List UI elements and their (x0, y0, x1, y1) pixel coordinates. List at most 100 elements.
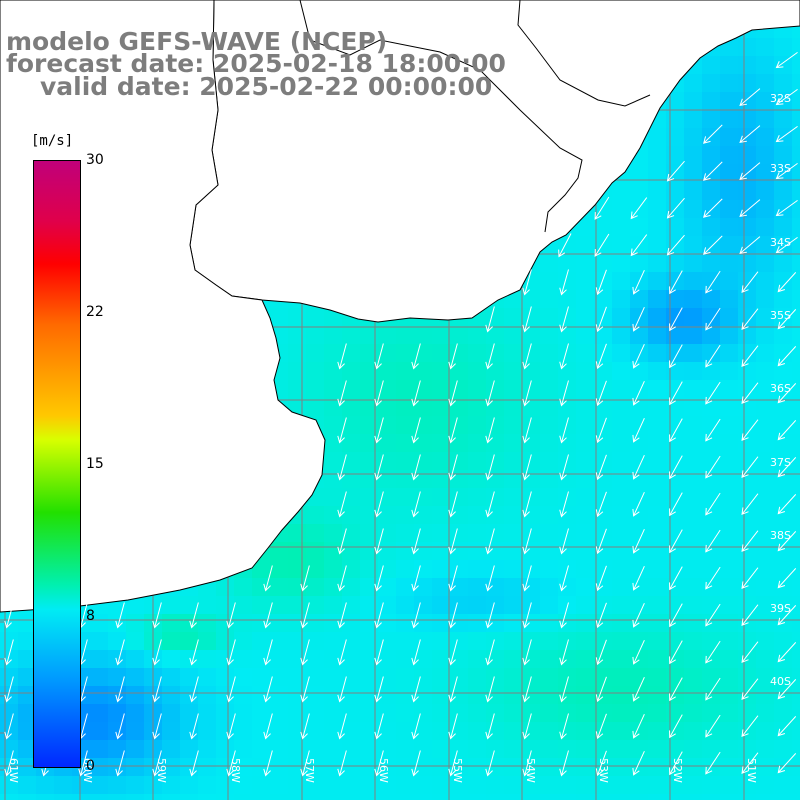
wind-arrow (448, 602, 458, 629)
wind-arrow (632, 639, 645, 665)
longitude-label: 60W (81, 758, 94, 783)
speed-cell (792, 686, 800, 705)
wind-arrow (741, 456, 759, 479)
wind-arrow (705, 640, 721, 664)
speed-cell (756, 146, 775, 165)
wind-arrow (226, 639, 236, 666)
speed-cell (360, 398, 379, 417)
speed-cell (126, 650, 145, 669)
speed-cell (774, 236, 793, 255)
speed-cell (684, 632, 703, 651)
latitude-label: 37S (770, 456, 791, 469)
speed-cell (324, 560, 343, 579)
speed-cell (486, 488, 505, 507)
wind-arrow (522, 491, 532, 518)
speed-cell (450, 650, 469, 669)
speed-cell (702, 704, 721, 723)
speed-cell (540, 452, 559, 471)
speed-cell (558, 254, 577, 273)
speed-cell (504, 488, 523, 507)
speed-cell (468, 452, 487, 471)
speed-cell (360, 758, 379, 777)
speed-cell (450, 578, 469, 597)
speed-cell (666, 452, 685, 471)
speed-cell (432, 794, 451, 800)
speed-cell (612, 650, 631, 669)
speed-cell (774, 434, 793, 453)
speed-cell (0, 704, 19, 723)
speed-cell (666, 776, 685, 795)
speed-cell (684, 272, 703, 291)
speed-cell (486, 434, 505, 453)
speed-cell (612, 218, 631, 237)
speed-cell (306, 362, 325, 381)
speed-cell (576, 794, 595, 800)
speed-cell (612, 416, 631, 435)
speed-cell (666, 272, 685, 291)
wind-arrow (632, 676, 645, 702)
wind-arrow (411, 491, 421, 518)
speed-cell (594, 308, 613, 327)
speed-cell (612, 632, 631, 651)
speed-cell (18, 740, 37, 759)
speed-cell (108, 650, 127, 669)
speed-cell (774, 290, 793, 309)
speed-cell (702, 668, 721, 687)
speed-cell (630, 668, 649, 687)
speed-cell (684, 758, 703, 777)
speed-cell (486, 326, 505, 345)
speed-cell (486, 560, 505, 579)
speed-cell (792, 344, 800, 363)
speed-cell (648, 740, 667, 759)
speed-cell (504, 362, 523, 381)
speed-cell (684, 110, 703, 129)
speed-cell (720, 362, 739, 381)
speed-cell (648, 614, 667, 633)
speed-cell (576, 596, 595, 615)
model-title: modelo GEFS-WAVE (NCEP) (6, 27, 388, 56)
speed-cell (396, 560, 415, 579)
speed-cell (0, 740, 19, 759)
speed-cell (594, 452, 613, 471)
speed-cell (612, 308, 631, 327)
wind-arrow (337, 528, 347, 555)
speed-cell (720, 578, 739, 597)
speed-cell (774, 110, 793, 129)
speed-cell (594, 488, 613, 507)
speed-cell (252, 560, 271, 579)
wind-arrow (411, 380, 421, 407)
speed-cell (702, 74, 721, 93)
latitude-label: 34S (770, 236, 791, 249)
speed-cell (774, 182, 793, 201)
colorbar (33, 160, 81, 768)
speed-cell (738, 560, 757, 579)
speed-cell (252, 794, 271, 800)
speed-cell (360, 488, 379, 507)
speed-cell (72, 776, 91, 795)
wind-arrow (374, 528, 384, 555)
wind-arrow (411, 528, 421, 555)
wind-arrow (705, 307, 721, 331)
speed-cell (396, 668, 415, 687)
wind-arrow (595, 491, 607, 518)
forecast-date: forecast date: 2025-02-18 18:00:00 (6, 49, 506, 78)
inland-border (299, 0, 583, 233)
wind-arrow (448, 528, 458, 555)
speed-cell (684, 794, 703, 800)
speed-cell (504, 740, 523, 759)
speed-cell (756, 578, 775, 597)
speed-cell (612, 740, 631, 759)
speed-cell (504, 308, 523, 327)
speed-cell (306, 542, 325, 561)
speed-cell (450, 632, 469, 651)
speed-cell (468, 794, 487, 800)
speed-cell (720, 794, 739, 800)
wind-arrow (595, 639, 607, 666)
speed-cell (0, 632, 19, 651)
speed-cell (774, 794, 793, 800)
speed-cell (756, 794, 775, 800)
speed-cell (198, 740, 217, 759)
speed-cell (720, 110, 739, 129)
speed-cell (738, 110, 757, 129)
speed-cell (792, 524, 800, 543)
